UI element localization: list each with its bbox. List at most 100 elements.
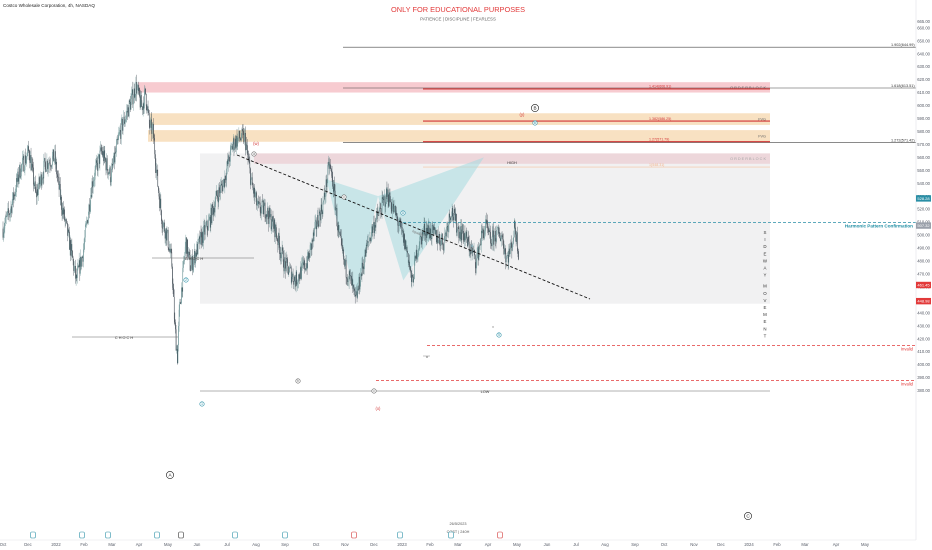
candle-body — [371, 226, 372, 236]
candle-body — [244, 133, 245, 143]
candle-body — [42, 177, 43, 181]
zone-fvg — [150, 113, 770, 125]
candle-body — [122, 124, 124, 131]
price-tick-label: 410.00 — [917, 349, 930, 354]
candle-body — [216, 190, 218, 196]
price-tag — [916, 281, 931, 289]
candle-body — [427, 227, 429, 235]
candle-body — [457, 227, 459, 228]
wave-gray-b-text: b — [297, 379, 299, 383]
candle-body — [67, 223, 68, 236]
candle-body — [27, 152, 28, 157]
candle-body — [423, 223, 425, 231]
candle-body — [102, 151, 104, 156]
candle-body — [435, 230, 436, 235]
candle-body — [271, 226, 273, 230]
candle-body — [370, 237, 371, 242]
candle-body — [456, 213, 457, 233]
candle-body — [187, 239, 188, 257]
wave-blue-2 — [183, 277, 189, 283]
candle-body — [105, 160, 107, 171]
time-tick-label: Mar — [454, 542, 462, 547]
candle-body — [64, 209, 65, 221]
candle-body — [287, 259, 288, 266]
candle-body — [348, 271, 350, 282]
candle-body — [508, 248, 510, 263]
candle-body — [442, 243, 444, 245]
candle-body — [19, 165, 21, 178]
candle-body — [476, 258, 477, 269]
candle-body — [363, 266, 365, 270]
candle-body — [282, 247, 283, 251]
candle-body — [45, 162, 46, 172]
candle-body — [179, 301, 180, 310]
zone-range-letter: V — [764, 298, 767, 303]
candle-body — [134, 88, 135, 98]
time-tick-label: Apr — [485, 542, 492, 547]
candle-body — [109, 167, 110, 174]
candle-body — [2, 228, 4, 238]
candle-body — [275, 224, 276, 238]
candle-body — [226, 160, 228, 169]
candle-body — [304, 260, 305, 270]
candle-body — [163, 222, 165, 224]
candle-body — [484, 229, 486, 232]
candle-body — [3, 228, 5, 233]
candle-body — [351, 279, 353, 286]
candle-body — [88, 204, 90, 215]
candle-body — [306, 263, 307, 270]
candle-body — [44, 158, 45, 161]
candle-body — [72, 257, 74, 261]
candle-body — [227, 160, 229, 165]
wave-gray-c — [341, 194, 347, 200]
candle-body — [334, 190, 336, 210]
candle-body — [513, 220, 515, 238]
candle-body — [256, 192, 257, 206]
time-axis[interactable]: Oct Dec 2022 Feb Mar Apr May Jun Jul Aug Sep Oct Nov… — [0, 531, 916, 547]
candle-body — [28, 146, 29, 152]
wave-C-text: C — [746, 514, 750, 519]
candle-body — [239, 130, 240, 138]
candle-body — [518, 251, 519, 260]
candle-body — [233, 138, 235, 150]
candle-body — [135, 82, 137, 97]
candle-body — [451, 207, 453, 216]
candle-body — [245, 144, 247, 151]
candle-body — [239, 137, 241, 139]
time-tick-label: Nov — [341, 542, 349, 547]
candle-body — [393, 206, 395, 213]
candle-body — [187, 251, 189, 257]
candle-body — [487, 228, 489, 229]
candle-body — [400, 219, 401, 222]
candle-body — [142, 103, 144, 111]
candle-body — [209, 216, 210, 220]
candle-body — [116, 138, 118, 145]
candle-body — [118, 134, 120, 138]
candle-body — [413, 279, 414, 283]
earnings-marker-icon — [397, 531, 403, 539]
candle-body — [174, 319, 176, 323]
candle-body — [177, 349, 178, 364]
candle-body — [191, 264, 192, 271]
price-tick-label: 590.00 — [917, 116, 930, 121]
candle-body — [152, 126, 153, 134]
candle-body — [378, 215, 379, 216]
candle-body — [27, 146, 29, 153]
candle-body — [11, 206, 12, 213]
candle-body — [253, 187, 255, 194]
candle-body — [75, 266, 76, 279]
candle-body — [264, 202, 265, 206]
candle-body — [88, 214, 89, 224]
wave-blue-5 — [496, 332, 502, 338]
candle-body — [193, 258, 195, 265]
candle-body — [207, 228, 209, 231]
candle-body — [54, 151, 56, 160]
candle-body — [312, 232, 314, 242]
price-tag — [916, 297, 931, 305]
candle-body — [470, 250, 471, 255]
candle-body — [249, 163, 251, 169]
candle-body — [138, 85, 139, 91]
candle-body — [103, 150, 105, 162]
